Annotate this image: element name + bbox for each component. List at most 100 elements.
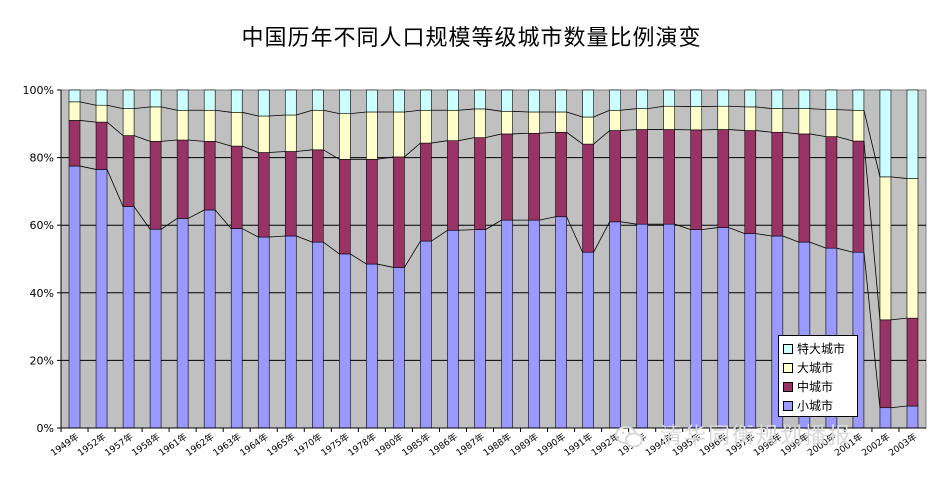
series-line xyxy=(755,106,772,109)
series-line xyxy=(215,140,232,147)
bar-segment xyxy=(311,109,324,151)
bar-segment xyxy=(393,111,405,158)
bar-segment xyxy=(852,89,865,111)
bar-segment xyxy=(501,133,513,221)
y-tick-label: 20% xyxy=(30,354,54,367)
series-line xyxy=(593,130,610,145)
bar-segment xyxy=(339,253,351,429)
series-line xyxy=(242,111,259,117)
bars xyxy=(68,89,919,429)
series-line xyxy=(458,229,475,231)
series-line xyxy=(593,109,610,118)
legend-swatch xyxy=(783,362,793,373)
bar-segment xyxy=(284,151,297,237)
series-line xyxy=(350,111,367,115)
series-line xyxy=(782,131,799,135)
bar-segment xyxy=(906,405,919,429)
series-line xyxy=(782,235,800,243)
bar-segment xyxy=(906,89,919,179)
series-line xyxy=(242,145,259,153)
bar-segment xyxy=(609,130,621,223)
series-line xyxy=(296,235,313,243)
bar-segment xyxy=(339,113,351,160)
series-line xyxy=(134,106,151,109)
bar-segment xyxy=(366,263,378,429)
bar-segment xyxy=(203,109,216,142)
bar-segment xyxy=(528,219,540,429)
bar-segment xyxy=(555,111,567,133)
bar-segment xyxy=(68,165,81,429)
legend-label: 特大城市 xyxy=(797,342,846,356)
series-line xyxy=(79,165,97,170)
x-tick-label: 1961年 xyxy=(156,431,189,459)
series-line xyxy=(539,216,556,221)
bar-segment xyxy=(528,89,540,113)
bar-segment xyxy=(582,89,594,118)
series-line xyxy=(485,133,502,139)
series-line xyxy=(214,209,232,229)
bar-segment xyxy=(420,240,432,429)
bar-segment xyxy=(393,89,405,113)
bar-segment xyxy=(176,218,189,429)
bar-segment xyxy=(528,111,540,134)
series-line xyxy=(809,241,827,249)
bar-segment xyxy=(122,108,135,136)
bar-segment xyxy=(879,176,892,321)
bar-segment xyxy=(95,104,108,123)
bar-segment xyxy=(798,89,811,109)
bar-segment xyxy=(176,109,189,141)
chart-title: 中国历年不同人口规模等级城市数量比例演变 xyxy=(241,26,702,51)
bar-segment xyxy=(636,223,648,429)
bar-segment xyxy=(717,105,730,130)
series-line xyxy=(836,247,854,253)
x-tick-label: 1991年 xyxy=(562,431,595,459)
legend-swatch xyxy=(783,381,793,392)
series-line xyxy=(566,111,583,118)
bar-segment xyxy=(149,89,162,108)
legend-label: 中城市 xyxy=(797,380,834,394)
series-line xyxy=(161,139,178,142)
x-tick-label: 2003年 xyxy=(886,431,919,459)
bar-segment xyxy=(771,131,784,237)
y-tick-label: 80% xyxy=(30,152,54,165)
series-line xyxy=(836,136,854,142)
x-tick-label: 1985年 xyxy=(400,431,433,459)
bar-segment xyxy=(690,106,703,131)
bar-segment xyxy=(257,152,270,238)
y-axis: 0% 20% 40% 60% 80% 100% xyxy=(23,84,62,435)
series-line xyxy=(106,104,124,109)
series-line xyxy=(674,223,691,230)
x-tick-label: 1989年 xyxy=(508,431,541,459)
series-line xyxy=(269,235,286,238)
series-line xyxy=(296,149,313,152)
bar-segment xyxy=(852,109,865,142)
bar-segment xyxy=(311,89,324,111)
series-line xyxy=(512,132,529,135)
bar-segment xyxy=(690,89,703,107)
legend-swatch xyxy=(783,400,793,411)
series-line xyxy=(485,108,502,112)
y-tick-label: 100% xyxy=(23,84,54,97)
bar-segment xyxy=(501,89,513,112)
bar-segment xyxy=(95,121,108,170)
bar-segment xyxy=(447,140,459,231)
watermark: 清华同衡规划播报 xyxy=(615,418,852,450)
x-tick-label: 1970年 xyxy=(291,431,324,459)
bar-segment xyxy=(636,108,648,130)
bar-segment xyxy=(447,229,459,429)
series-line xyxy=(350,253,367,265)
series-line xyxy=(404,109,421,113)
x-tick-label: 1990年 xyxy=(535,431,568,459)
series-line xyxy=(890,405,908,409)
x-tick-label: 1986年 xyxy=(427,431,460,459)
series-line xyxy=(377,156,394,160)
x-tick-label: 1962年 xyxy=(183,431,216,459)
series-line xyxy=(458,108,475,111)
bar-segment xyxy=(474,137,486,230)
bar-segment xyxy=(771,108,784,133)
bar-segment xyxy=(95,169,108,429)
series-line xyxy=(809,133,826,138)
bar-segment xyxy=(393,267,405,429)
bar-segment xyxy=(257,236,270,429)
